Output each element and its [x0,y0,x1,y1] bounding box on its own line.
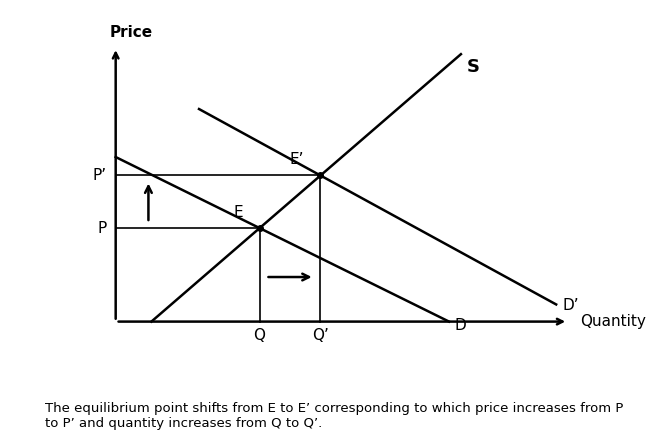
Text: Price: Price [110,26,153,40]
Text: D: D [455,318,466,333]
Text: E’: E’ [289,152,304,167]
Text: S: S [467,58,480,76]
Text: E: E [234,204,244,220]
Text: Quantity: Quantity [580,314,646,329]
Text: P’: P’ [93,168,107,183]
Text: P: P [98,220,107,236]
Text: D’: D’ [562,298,578,312]
Text: Q’: Q’ [312,329,329,343]
Text: The equilibrium point shifts from E to E’ corresponding to which price increases: The equilibrium point shifts from E to E… [45,401,624,430]
Text: Q: Q [254,329,266,343]
